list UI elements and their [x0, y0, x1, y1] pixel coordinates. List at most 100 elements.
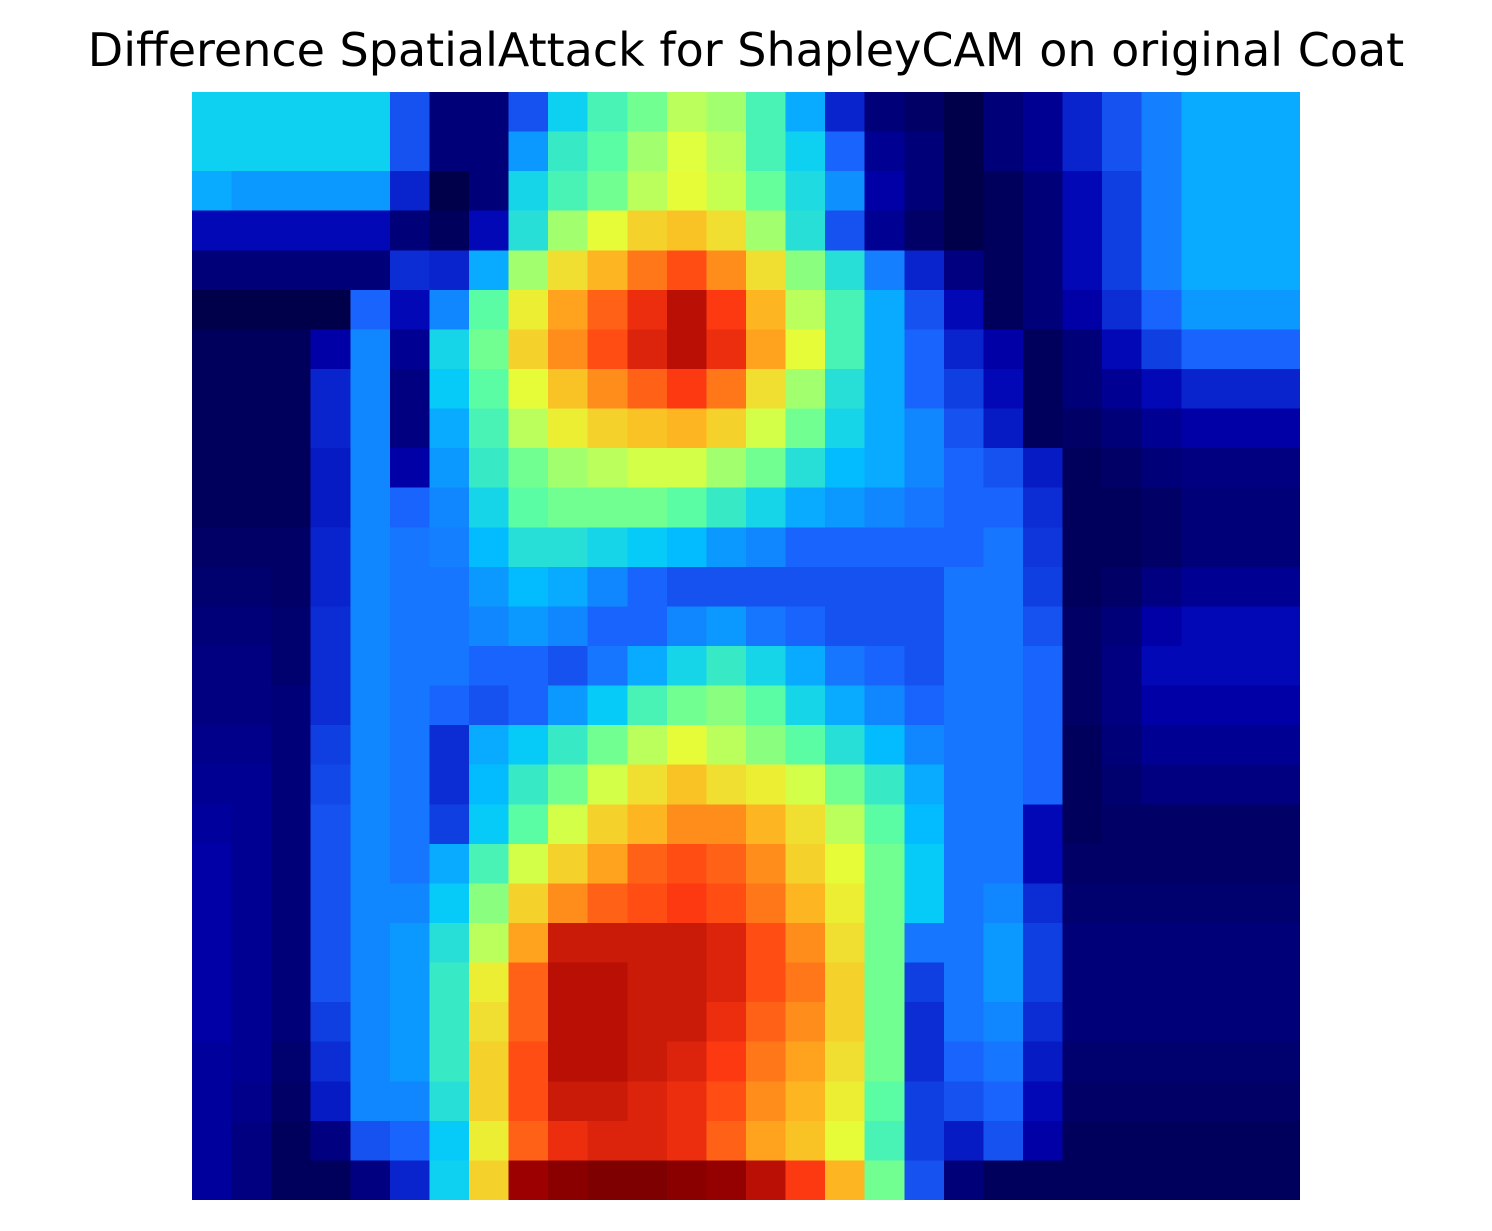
- heatmap-cell: [943, 725, 985, 766]
- heatmap-cell: [627, 210, 668, 251]
- heatmap-cell: [904, 962, 945, 1003]
- heatmap-cell: [983, 527, 1024, 568]
- heatmap-cell: [469, 725, 510, 766]
- heatmap-cell: [1102, 1120, 1143, 1162]
- heatmap-cell: [1102, 1041, 1143, 1082]
- heatmap-cell: [192, 1120, 233, 1162]
- heatmap-cell: [389, 646, 431, 687]
- heatmap-cell: [192, 448, 233, 489]
- heatmap-cell: [627, 92, 668, 133]
- heatmap-cell: [271, 448, 312, 489]
- heatmap-cell: [983, 329, 1024, 370]
- heatmap-cell: [548, 883, 589, 924]
- heatmap-cell: [271, 923, 312, 964]
- heatmap-cell: [469, 1002, 510, 1043]
- heatmap-cell: [785, 448, 826, 489]
- heatmap-cell: [508, 843, 549, 885]
- heatmap-cell: [1220, 1041, 1262, 1082]
- heatmap-cell: [1102, 487, 1143, 528]
- heatmap-cell: [666, 171, 708, 212]
- heatmap-cell: [231, 843, 272, 885]
- heatmap-cell: [389, 289, 431, 331]
- heatmap-cell: [904, 329, 945, 370]
- heatmap-cell: [548, 1081, 589, 1122]
- heatmap-cell: [192, 408, 233, 449]
- heatmap-cell: [508, 527, 549, 568]
- heatmap-cell: [706, 764, 747, 805]
- heatmap-cell: [825, 843, 866, 885]
- heatmap-cell: [192, 725, 233, 766]
- heatmap-cell: [943, 171, 985, 212]
- heatmap-cell: [983, 962, 1024, 1003]
- heatmap-cell: [864, 1081, 905, 1122]
- heatmap-cell: [350, 487, 391, 528]
- heatmap-cell: [825, 92, 866, 133]
- heatmap-cell: [1181, 1041, 1222, 1082]
- heatmap-cell: [943, 843, 985, 885]
- heatmap-cell: [548, 1002, 589, 1043]
- heatmap-cell: [1181, 487, 1222, 528]
- heatmap-cell: [350, 1041, 391, 1082]
- heatmap-cell: [943, 1041, 985, 1082]
- heatmap-cell: [469, 685, 510, 726]
- heatmap-cell: [310, 923, 351, 964]
- heatmap-cell: [310, 92, 351, 133]
- heatmap-cell: [785, 883, 826, 924]
- heatmap-cell: [1102, 250, 1143, 291]
- heatmap-cell: [429, 804, 470, 845]
- heatmap-cell: [1220, 171, 1262, 212]
- heatmap-cell: [1220, 883, 1262, 924]
- heatmap-cell: [389, 923, 431, 964]
- heatmap-cell: [429, 289, 470, 331]
- heatmap-cell: [1023, 764, 1064, 805]
- heatmap-cell: [389, 962, 431, 1003]
- heatmap-cell: [746, 1081, 787, 1122]
- heatmap-cell: [1141, 685, 1182, 726]
- heatmap-cell: [1141, 646, 1182, 687]
- heatmap-cell: [864, 527, 905, 568]
- heatmap-cell: [1220, 448, 1262, 489]
- heatmap-cell: [1220, 1120, 1262, 1162]
- heatmap-cell: [706, 804, 747, 845]
- heatmap-cell: [350, 685, 391, 726]
- heatmap-cell: [904, 487, 945, 528]
- heatmap-cell: [350, 923, 391, 964]
- heatmap-cell: [666, 1002, 708, 1043]
- heatmap-cell: [389, 1081, 431, 1122]
- heatmap-cell: [1062, 606, 1103, 647]
- heatmap-cell: [429, 1120, 470, 1162]
- heatmap-cell: [231, 685, 272, 726]
- heatmap-cell: [746, 527, 787, 568]
- heatmap-cell: [1181, 606, 1222, 647]
- heatmap-cell: [389, 487, 431, 528]
- heatmap-cell: [231, 566, 272, 608]
- heatmap-cell: [627, 1120, 668, 1162]
- heatmap-cell: [627, 408, 668, 449]
- heatmap-cell: [1220, 962, 1262, 1003]
- heatmap-cell: [746, 171, 787, 212]
- heatmap-cell: [192, 804, 233, 845]
- heatmap-cell: [943, 764, 985, 805]
- heatmap-cell: [1023, 646, 1064, 687]
- heatmap-cell: [627, 250, 668, 291]
- heatmap-cell: [508, 329, 549, 370]
- heatmap-cell: [627, 369, 668, 410]
- heatmap-cell: [746, 843, 787, 885]
- heatmap-cell: [1141, 329, 1182, 370]
- heatmap-cell: [469, 92, 510, 133]
- heatmap-cell: [1141, 883, 1182, 924]
- heatmap-cell: [666, 448, 708, 489]
- heatmap-cell: [825, 923, 866, 964]
- heatmap-cell: [706, 329, 747, 370]
- heatmap-cell: [469, 646, 510, 687]
- heatmap-cell: [469, 1120, 510, 1162]
- heatmap-cell: [746, 329, 787, 370]
- heatmap-cell: [983, 487, 1024, 528]
- heatmap-cell: [192, 289, 233, 331]
- heatmap-cell: [1181, 131, 1222, 172]
- heatmap-cell: [469, 1160, 510, 1200]
- heatmap-cell: [548, 131, 589, 172]
- heatmap-cell: [350, 289, 391, 331]
- heatmap-cell: [785, 408, 826, 449]
- heatmap-cell: [1023, 1041, 1064, 1082]
